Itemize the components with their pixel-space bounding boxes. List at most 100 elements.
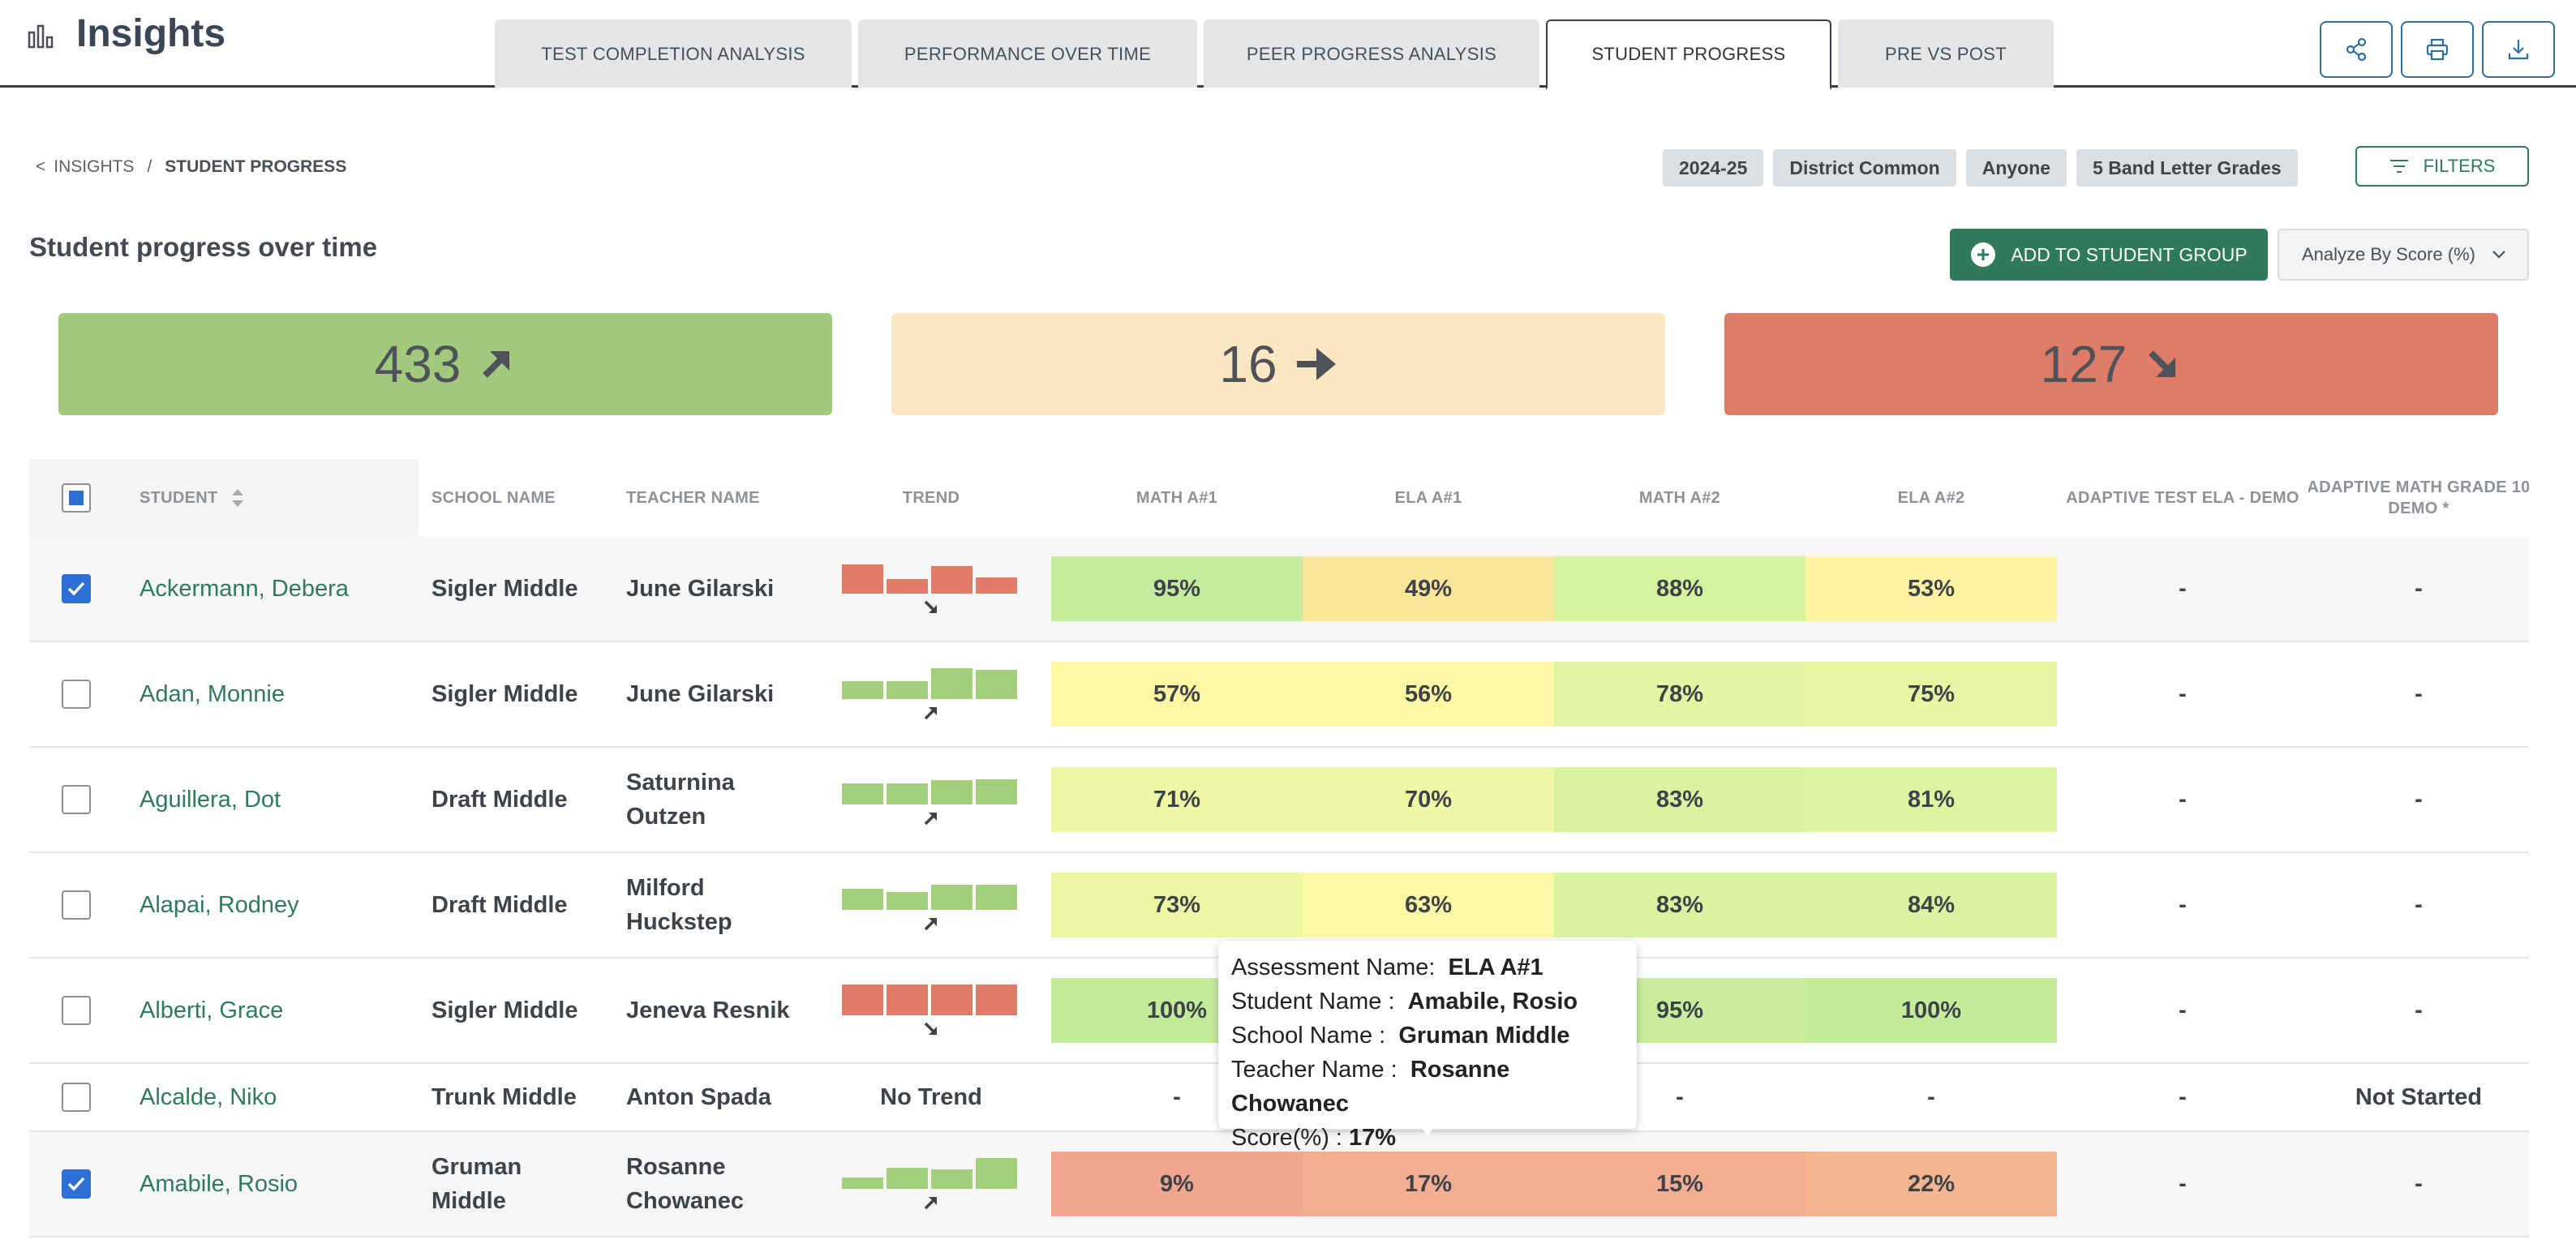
summary-card-improving[interactable]: 433	[58, 313, 832, 415]
student-name-link[interactable]: Alcalde, Niko	[140, 1083, 277, 1110]
score-cell-ela-a2[interactable]: 53%	[1805, 556, 2057, 621]
student-name-link[interactable]: Alapai, Rodney	[140, 891, 299, 918]
sort-icon[interactable]	[230, 487, 246, 508]
score-cell-math-a2[interactable]: 83%	[1554, 873, 1805, 937]
score-cell-math-a1[interactable]: 9%	[1051, 1152, 1303, 1216]
row-checkbox[interactable]	[62, 785, 91, 814]
table-row[interactable]: Ackermann, Debera Sigler Middle June Gilar…	[29, 537, 2529, 642]
select-all-checkbox[interactable]	[62, 483, 91, 513]
score-cell-math-a1[interactable]: 95%	[1051, 556, 1303, 621]
score-cell-adaptive-math: -	[2415, 891, 2423, 918]
arrow-right-icon	[1296, 348, 1336, 380]
score-cell-adaptive-math: -	[2415, 575, 2423, 602]
score-cell-ela-a2[interactable]: 22%	[1805, 1152, 2057, 1216]
teacher-name: June Gilarski	[626, 680, 775, 707]
tab-performance-over-time[interactable]: PERFORMANCE OVER TIME	[858, 19, 1197, 88]
table-header: STUDENT SCHOOL NAME TEACHER NAME TREND M…	[29, 459, 2529, 537]
breadcrumb-current: STUDENT PROGRESS	[165, 157, 347, 176]
score-cell-ela-a1[interactable]: 17%	[1303, 1152, 1554, 1216]
score-cell-ela-a2[interactable]: 84%	[1805, 873, 2057, 937]
score-cell-math-a2[interactable]: 15%	[1554, 1152, 1805, 1216]
trend-bar	[842, 564, 883, 594]
arrow-up-right-icon	[924, 813, 937, 826]
student-progress-table: STUDENT SCHOOL NAME TEACHER NAME TREND M…	[29, 459, 2529, 1238]
score-cell-math-a2[interactable]: 88%	[1554, 556, 1805, 621]
row-checkbox[interactable]	[62, 1169, 91, 1199]
score-cell-math-a2[interactable]: -	[1676, 1083, 1684, 1110]
trend-bar	[931, 984, 972, 1015]
score-cell-math-a1[interactable]: -	[1173, 1083, 1181, 1110]
tab-student-progress[interactable]: STUDENT PROGRESS	[1546, 19, 1831, 90]
filters-label: FILTERS	[2423, 156, 2496, 176]
score-cell-ela-a1[interactable]: 49%	[1303, 556, 1554, 621]
filters-button[interactable]: FILTERS	[2355, 146, 2529, 187]
score-cell-ela-a2[interactable]: 75%	[1805, 662, 2057, 727]
score-cell-math-a1[interactable]: 71%	[1051, 767, 1303, 832]
trend-bar	[887, 681, 928, 699]
teacher-name: Anton Spada	[626, 1083, 771, 1110]
school-name: Sigler Middle	[431, 680, 578, 707]
trend-sparkline	[842, 667, 1020, 722]
score-cell-ela-a1[interactable]: 56%	[1303, 662, 1554, 727]
column-header-student[interactable]: STUDENT	[140, 459, 302, 537]
trend-bar	[842, 783, 883, 804]
analyze-by-value: Analyze By Score (%)	[2302, 244, 2475, 264]
print-button[interactable]	[2401, 21, 2474, 78]
tab-peer-progress-analysis[interactable]: PEER PROGRESS ANALYSIS	[1204, 19, 1539, 88]
score-cell-ela-a2[interactable]: 100%	[1805, 978, 2057, 1043]
student-name-link[interactable]: Ackermann, Debera	[140, 575, 349, 602]
summary-card-declining[interactable]: 127	[1724, 313, 2498, 415]
table-row[interactable]: Alcalde, Niko Trunk Middle Anton Spada No T…	[29, 1064, 2529, 1132]
score-cell-adaptive-ela: -	[2179, 786, 2187, 813]
column-header-adaptive-ela: ADAPTIVE TEST ELA - DEMO	[2066, 489, 2299, 507]
summary-card-steady[interactable]: 16	[891, 313, 1665, 415]
student-name-link[interactable]: Aguillera, Dot	[140, 786, 281, 813]
student-name-link[interactable]: Alberti, Grace	[140, 997, 284, 1023]
tooltip-assessment-line: Assessment Name: ELA A#1	[1231, 954, 1543, 980]
score-cell-adaptive-ela: -	[2179, 575, 2187, 602]
score-cell-math-a2[interactable]: 78%	[1554, 662, 1805, 727]
score-cell-ela-a1[interactable]: 63%	[1303, 873, 1554, 937]
score-cell-math-a1[interactable]: 57%	[1051, 662, 1303, 727]
analyze-by-select[interactable]: Analyze By Score (%)	[2278, 229, 2529, 281]
table-row[interactable]: Adan, Monnie Sigler Middle June Gilarski 57…	[29, 642, 2529, 748]
score-cell-math-a2[interactable]: 83%	[1554, 767, 1805, 832]
column-header-math-a2: MATH A#2	[1638, 489, 1721, 507]
trend-bar	[842, 681, 883, 699]
arrow-up-right-icon	[924, 918, 937, 931]
column-header-ela-a1: ELA A#1	[1394, 489, 1462, 507]
table-row[interactable]: Alapai, Rodney Draft Middle Milford Huckst…	[29, 853, 2529, 959]
breadcrumb-insights-link[interactable]: INSIGHTS	[54, 157, 135, 176]
table-body: Ackermann, Debera Sigler Middle June Gilar…	[29, 537, 2529, 1238]
arrow-up-right-icon	[924, 1197, 937, 1210]
score-cell-ela-a2[interactable]: -	[1927, 1083, 1935, 1110]
row-checkbox[interactable]	[62, 1083, 91, 1112]
filter-chip-grading: 5 Band Letter Grades	[2076, 149, 2298, 187]
student-name-link[interactable]: Adan, Monnie	[140, 680, 285, 707]
row-checkbox[interactable]	[62, 680, 91, 709]
trend-bar	[976, 670, 1017, 699]
row-checkbox[interactable]	[62, 996, 91, 1025]
download-button[interactable]	[2482, 21, 2555, 78]
score-cell-math-a1[interactable]: 73%	[1051, 873, 1303, 937]
score-cell-ela-a2[interactable]: 81%	[1805, 767, 2057, 832]
table-row[interactable]: Aguillera, Dot Draft Middle Saturnina Outz…	[29, 748, 2529, 853]
breadcrumb-back-icon[interactable]: <	[36, 157, 46, 176]
breadcrumb-separator: /	[147, 157, 152, 176]
table-row[interactable]: Amabile, Rosio Gruman Middle Rosanne Chowa…	[29, 1132, 2529, 1238]
row-checkbox[interactable]	[62, 574, 91, 603]
row-checkbox[interactable]	[62, 890, 91, 920]
share-button[interactable]	[2320, 21, 2393, 78]
checkmark-icon	[67, 1177, 85, 1191]
trend-bar	[976, 984, 1017, 1015]
student-name-link[interactable]: Amabile, Rosio	[140, 1170, 298, 1197]
trend-bar	[842, 1178, 883, 1189]
trend-bar	[976, 1158, 1017, 1189]
tab-pre-vs-post[interactable]: PRE VS POST	[1838, 19, 2054, 88]
trend-sparkline	[842, 1156, 1020, 1212]
tab-test-completion-analysis[interactable]: TEST COMPLETION ANALYSIS	[495, 19, 852, 88]
score-cell-ela-a1[interactable]: 70%	[1303, 767, 1554, 832]
arrow-down-right-icon	[2149, 350, 2176, 377]
add-to-student-group-button[interactable]: ADD TO STUDENT GROUP	[1950, 229, 2268, 281]
column-header-teacher: TEACHER NAME	[626, 489, 760, 507]
